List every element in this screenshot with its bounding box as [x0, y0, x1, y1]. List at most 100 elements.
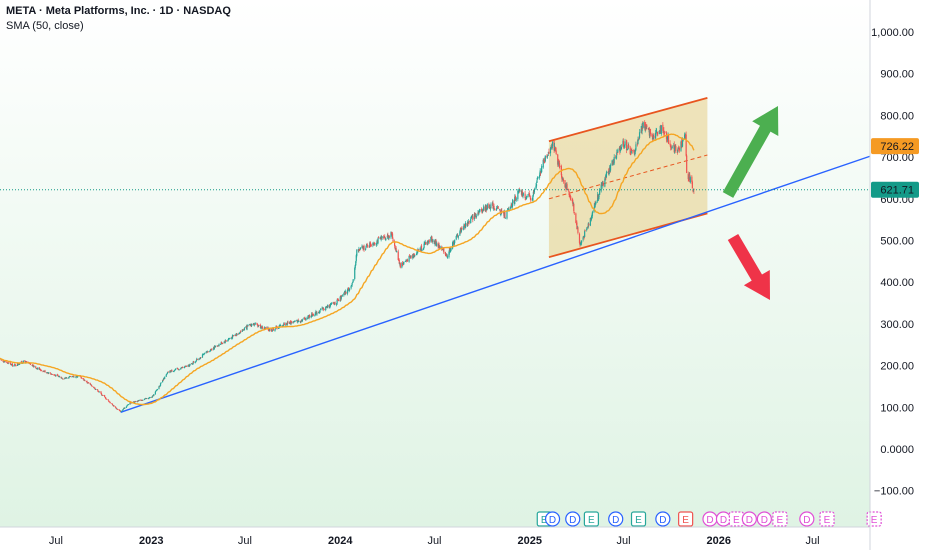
candle-body [456, 236, 457, 239]
event-marker-d[interactable]: D [716, 512, 730, 526]
candle-body [573, 204, 574, 211]
event-marker-label: D [549, 515, 556, 526]
event-marker-d[interactable]: D [566, 512, 580, 526]
candle-body [193, 362, 194, 363]
candle-body [313, 314, 314, 316]
event-marker-e[interactable]: E [679, 512, 693, 526]
candle-body [577, 227, 578, 233]
event-marker-label: D [720, 515, 727, 526]
candle-body [664, 132, 665, 133]
sma-price-tag: 726.22 [880, 141, 914, 153]
time-tick-label: 2023 [139, 535, 163, 547]
candle-body [34, 366, 35, 367]
candle-body [244, 328, 245, 330]
candle-body [316, 313, 317, 315]
candle-body [360, 248, 361, 250]
candle-body [447, 256, 448, 258]
candle-body [175, 369, 176, 370]
candle-body [512, 200, 513, 206]
event-marker-d[interactable]: D [703, 512, 717, 526]
candle-body [559, 165, 560, 167]
candle-body [508, 209, 509, 210]
candle-body [617, 150, 618, 153]
candle-body [585, 231, 586, 232]
event-marker-d[interactable]: D [800, 512, 814, 526]
price-axis[interactable]: 1,000.00900.00800.00700.00600.00500.0040… [871, 27, 914, 498]
candle-body [483, 206, 484, 210]
event-marker-e[interactable]: E [632, 512, 646, 526]
candle-body [305, 318, 306, 320]
candle-body [527, 196, 528, 197]
candle-body [62, 378, 63, 379]
indicator-legend[interactable]: SMA (50, close) [6, 20, 84, 32]
candle-body [367, 245, 368, 247]
candle-body [291, 321, 292, 323]
candle-body [171, 370, 172, 371]
candle-body [552, 141, 553, 146]
candle-body [70, 376, 71, 377]
event-marker-d[interactable]: D [757, 512, 771, 526]
candle-body [164, 377, 165, 379]
candle-body [626, 140, 627, 150]
candle-body [124, 408, 125, 409]
candle-body [8, 362, 9, 363]
candle-body [237, 334, 238, 335]
candle-body [189, 364, 190, 365]
time-axis[interactable]: Jul 2023 Jul 2024 Jul 2025 Jul 2026 Jul [49, 535, 820, 547]
candle-body [476, 216, 477, 217]
candle-body [378, 237, 379, 238]
candle-body [274, 329, 275, 331]
time-tick-label: Jul [238, 535, 252, 547]
candle-body [396, 251, 397, 252]
candle-body [570, 196, 571, 200]
candle-body [592, 212, 593, 216]
time-tick-label: Jul [427, 535, 441, 547]
candle-body [204, 353, 205, 354]
candle-body [331, 303, 332, 304]
candle-body [382, 236, 383, 238]
candle-body [104, 395, 105, 397]
candle-body [251, 324, 252, 326]
candle-body [543, 160, 544, 168]
candle-body [465, 223, 466, 228]
event-marker-e[interactable]: E [773, 512, 787, 526]
event-marker-e[interactable]: E [867, 512, 881, 526]
candle-body [222, 343, 223, 344]
candle-body [516, 199, 517, 200]
candle-body [506, 211, 507, 218]
event-marker-d[interactable]: D [609, 512, 623, 526]
price-tick-label: 900.00 [880, 69, 914, 81]
candle-body [208, 351, 209, 352]
candle-body [155, 392, 156, 395]
candle-body [66, 378, 67, 379]
candle-body [146, 398, 147, 399]
candle-body [334, 302, 335, 304]
candle-body [342, 295, 343, 296]
event-marker-d[interactable]: D [546, 512, 560, 526]
candle-body [226, 341, 227, 342]
candle-body [347, 290, 348, 294]
candle-body [327, 305, 328, 307]
candle-body [196, 360, 197, 361]
event-marker-d[interactable]: D [656, 512, 670, 526]
candle-body [454, 240, 455, 243]
candle-body [421, 249, 422, 251]
event-marker-e[interactable]: E [820, 512, 834, 526]
candle-body [599, 196, 600, 197]
symbol-title[interactable]: META · Meta Platforms, Inc. · 1D · NASDA… [6, 5, 231, 17]
candle-body [621, 147, 622, 149]
candle-body [211, 349, 212, 350]
event-marker-d[interactable]: D [742, 512, 756, 526]
candle-body [92, 386, 93, 387]
candle-body [692, 182, 693, 189]
candle-body [686, 135, 687, 156]
event-marker-e[interactable]: E [729, 512, 743, 526]
candle-body [504, 212, 505, 218]
candle-body [523, 193, 524, 194]
candle-body [505, 218, 506, 219]
event-marker-e[interactable]: E [584, 512, 598, 526]
candle-body [541, 166, 542, 172]
